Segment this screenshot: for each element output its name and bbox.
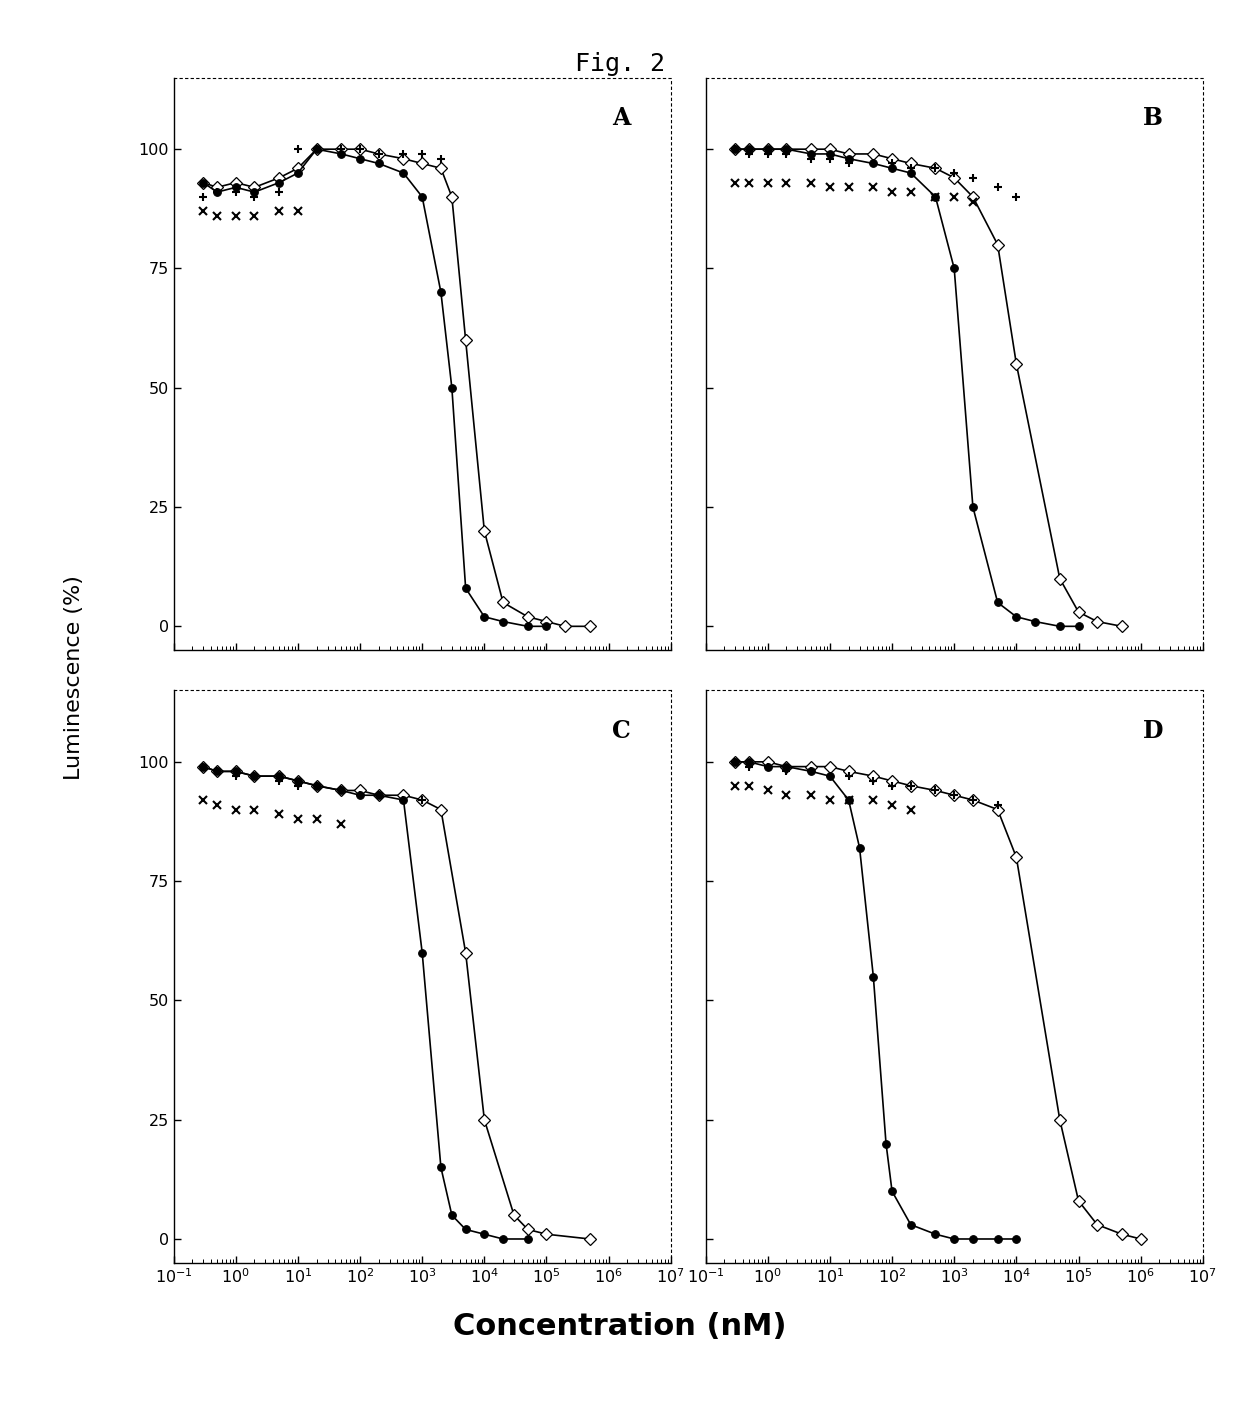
Text: C: C xyxy=(611,718,630,744)
Text: D: D xyxy=(1143,718,1163,744)
Text: Luminescence (%): Luminescence (%) xyxy=(64,574,84,780)
Text: Concentration (nM): Concentration (nM) xyxy=(454,1312,786,1340)
Text: Fig. 2: Fig. 2 xyxy=(575,52,665,76)
Text: A: A xyxy=(611,106,630,130)
Text: B: B xyxy=(1143,106,1163,130)
